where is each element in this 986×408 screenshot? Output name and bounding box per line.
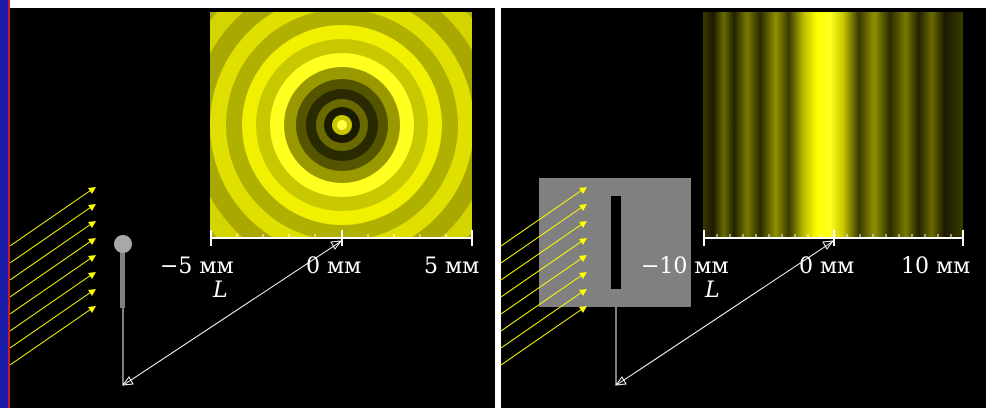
- left-tick-minus: −5 мм: [160, 254, 234, 279]
- left-tick-plus: 5 мм: [424, 254, 480, 279]
- round-obstacle: [114, 235, 132, 253]
- left-axis: [210, 230, 473, 246]
- left-ray-arrowheads: [88, 187, 96, 313]
- distance-L-arrow-right: [617, 241, 833, 385]
- left-edge-stripe: [0, 0, 8, 408]
- right-axis: [703, 230, 964, 246]
- left-incoming-rays: [10, 187, 95, 366]
- right-panel-slit: −10 мм 0 мм 10 мм L: [501, 8, 986, 408]
- slit-diffraction-pattern: [703, 12, 963, 238]
- right-tick-zero: 0 мм: [799, 254, 855, 279]
- left-distance-label: L: [213, 278, 228, 303]
- left-diagram: [10, 12, 473, 386]
- right-distance-label: L: [705, 278, 720, 303]
- left-edge-stripe-red: [8, 0, 10, 408]
- distance-L-arrow: [124, 241, 341, 385]
- left-tick-zero: 0 мм: [306, 254, 362, 279]
- slit: [611, 196, 621, 289]
- right-tick-minus: −10 мм: [641, 254, 729, 279]
- ring-diffraction-pattern: [210, 12, 472, 238]
- right-ray-arrowheads: [579, 187, 587, 313]
- panel-divider: [495, 0, 501, 408]
- obstacle-rod: [120, 248, 125, 308]
- right-tick-plus: 10 мм: [901, 254, 971, 279]
- left-panel-round-obstacle: −5 мм 0 мм 5 мм L: [10, 8, 495, 408]
- top-border: [0, 0, 986, 8]
- right-diagram: [501, 12, 964, 386]
- right-incoming-rays: [501, 187, 586, 366]
